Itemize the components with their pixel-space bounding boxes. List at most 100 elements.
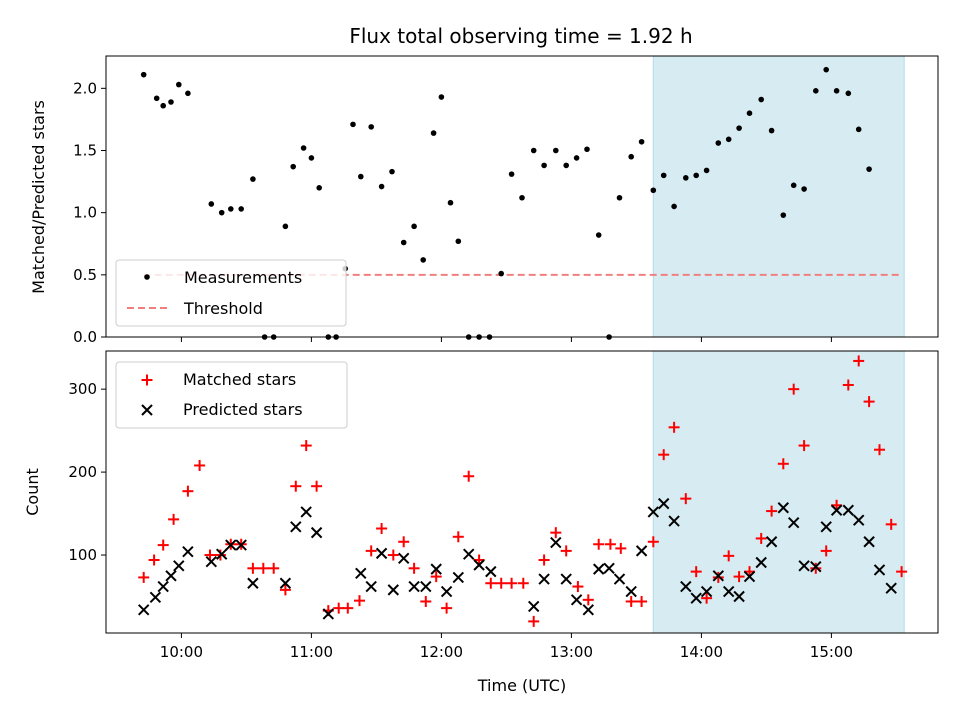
measurement-point <box>683 175 689 181</box>
predicted-star-point <box>397 552 410 565</box>
y-tick-label: 1.0 <box>73 204 97 222</box>
measurement-point <box>430 130 437 136</box>
predicted-star-point <box>182 546 194 558</box>
measurement-point <box>498 270 505 277</box>
matched-star-point <box>863 396 875 408</box>
y-tick-label: 300 <box>68 380 97 398</box>
matched-star-point <box>647 536 659 548</box>
predicted-star-point <box>712 570 725 582</box>
x-tick-label: 15:00 <box>810 643 853 661</box>
matched-star-point <box>290 480 302 492</box>
matched-star-point <box>268 562 280 574</box>
legend-matched-label: Matched stars <box>183 370 296 389</box>
measurement-point <box>725 136 732 143</box>
x-tick-label: 12:00 <box>420 643 463 661</box>
measurement-point <box>573 155 580 161</box>
predicted-star-point <box>310 526 323 539</box>
measurement-point <box>455 238 462 245</box>
predicted-star-point <box>375 547 388 560</box>
predicted-star-point <box>830 504 843 516</box>
matched-star-point <box>342 602 354 614</box>
measurement-point <box>595 232 602 238</box>
measurement-point <box>660 172 667 179</box>
matched-star-point <box>354 595 365 607</box>
top-legend-box <box>115 259 347 327</box>
bottom-legend: Matched stars Predicted stars <box>115 361 348 429</box>
measurement-point <box>218 209 225 216</box>
matched-star-point <box>300 440 312 452</box>
measurement-point <box>530 147 537 154</box>
predicted-star-point <box>842 504 855 516</box>
y-tick-label: 1.5 <box>73 141 97 159</box>
matched-star-point <box>755 532 767 544</box>
predicted-star-point <box>852 514 865 526</box>
measurement-point <box>855 126 862 133</box>
matched-star-point <box>247 562 259 574</box>
matched-star-point <box>138 571 150 583</box>
y-tick-label: 200 <box>68 463 97 481</box>
measurement-point <box>541 162 547 169</box>
measurement-point <box>290 163 297 170</box>
predicted-star-point <box>247 577 259 589</box>
matched-star-point <box>572 581 584 593</box>
matched-star-point <box>387 549 399 561</box>
matched-star-point <box>365 545 377 557</box>
measurement-point <box>866 166 872 172</box>
predicted-star-point <box>582 604 595 616</box>
predicted-star-point <box>743 570 756 583</box>
predicted-star-point <box>365 580 377 593</box>
matched-star-point <box>257 562 269 574</box>
predicted-star-point <box>690 592 702 604</box>
y-tick-label: 100 <box>68 546 97 564</box>
measurement-point <box>736 125 742 131</box>
predicted-star-point <box>173 560 185 572</box>
predicted-star-point <box>527 600 540 613</box>
count-points <box>137 355 908 627</box>
measurement-point <box>250 176 256 182</box>
matched-star-point <box>810 562 822 574</box>
measurement-point <box>801 186 807 192</box>
matched-star-point <box>874 444 885 456</box>
measurement-point <box>378 183 385 190</box>
matched-star-point <box>452 531 464 543</box>
matched-star-point <box>168 513 180 525</box>
predicted-star-point <box>777 502 790 514</box>
matched-star-point <box>798 440 810 452</box>
top-x-ticks <box>180 337 832 342</box>
matched-star-point <box>690 566 702 578</box>
predicted-star-point <box>473 559 485 571</box>
predicted-star-point <box>885 582 897 594</box>
matched-star-point <box>896 566 908 578</box>
matched-star-point <box>712 571 724 583</box>
matched-star-point <box>157 539 169 551</box>
top-legend: Measurements Threshold <box>115 259 347 327</box>
predicted-star-point <box>205 555 218 568</box>
measurement-point <box>153 95 160 102</box>
measurement-point <box>160 102 166 109</box>
top-axes-frame <box>105 55 939 338</box>
predicted-star-point <box>538 573 550 585</box>
matched-star-point <box>441 602 453 614</box>
legend-measurements-label: Measurements <box>184 268 302 287</box>
measurement-point <box>768 127 775 134</box>
measurement-point <box>400 239 407 246</box>
measurement-point <box>650 187 657 194</box>
measurement-point <box>316 184 323 191</box>
legend-measurement-marker <box>144 274 150 280</box>
matched-star-point <box>593 538 605 550</box>
measurement-point <box>282 223 289 230</box>
matched-star-point <box>820 545 832 557</box>
predicted-star-point <box>657 497 670 510</box>
legend-predicted-marker <box>141 404 153 416</box>
measurement-point <box>238 206 244 212</box>
predicted-star-point <box>149 591 162 604</box>
predicted-star-point <box>603 562 615 575</box>
predicted-star-point <box>387 584 400 596</box>
predicted-star-point <box>462 548 475 560</box>
predicted-star-point <box>787 516 800 529</box>
matched-star-point <box>463 470 475 482</box>
measurement-point <box>584 146 590 153</box>
matched-star-point <box>182 485 194 497</box>
predicted-star-point <box>452 571 465 584</box>
measurement-point <box>833 88 840 94</box>
